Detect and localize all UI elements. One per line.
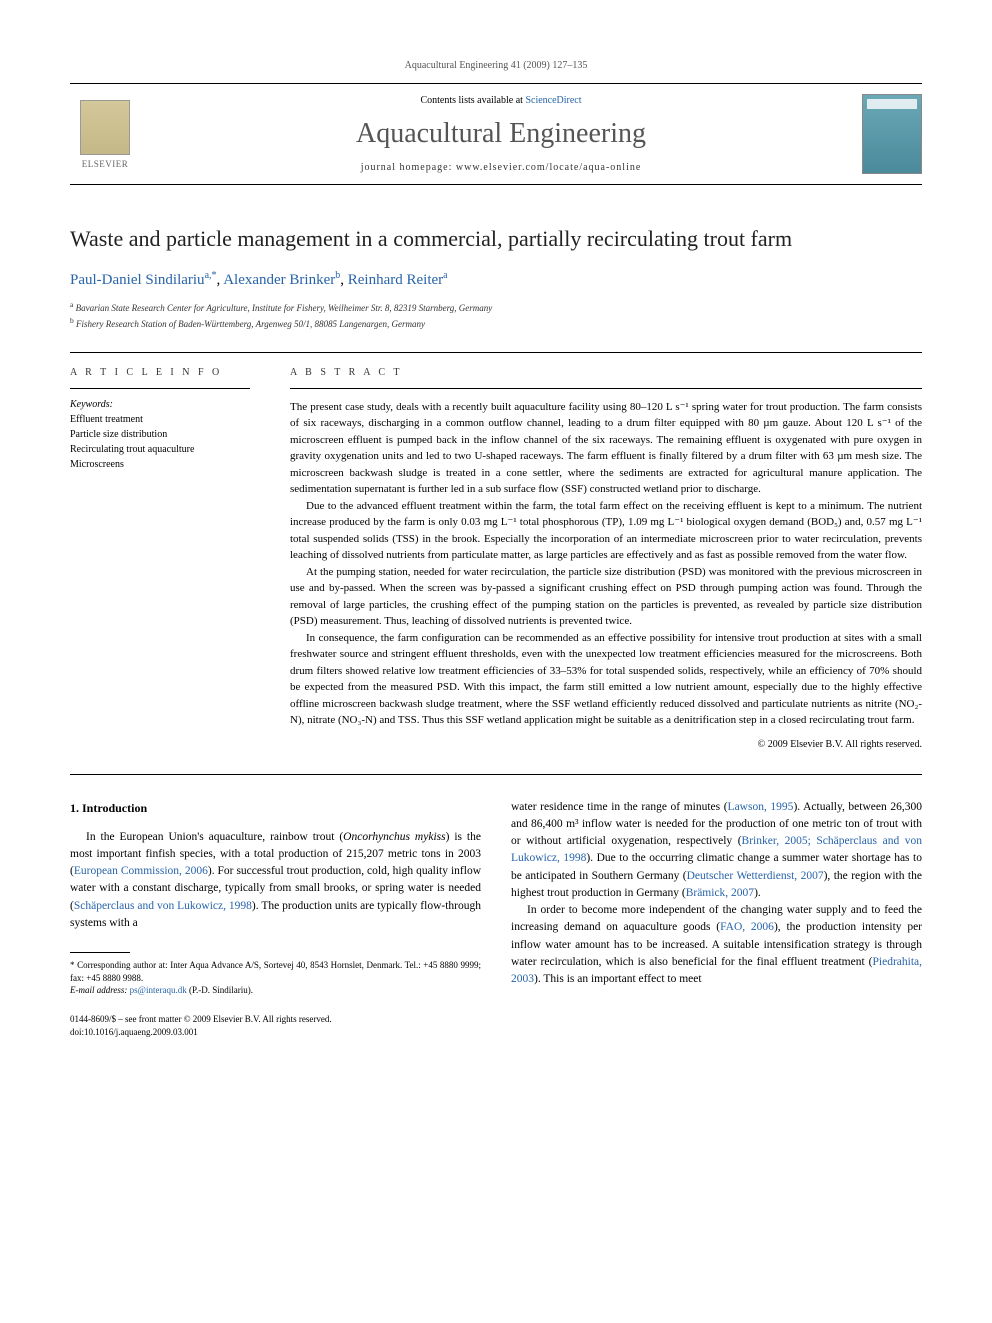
author-link[interactable]: Reinhard Reiter	[348, 272, 443, 288]
divider	[290, 388, 922, 389]
article-info-block: A R T I C L E I N F O Keywords: Effluent…	[70, 367, 250, 750]
abstract-text: The present case study, deals with a rec…	[290, 399, 922, 729]
keywords-list: Effluent treatment Particle size distrib…	[70, 412, 250, 472]
journal-title: Aquacultural Engineering	[140, 118, 862, 150]
keyword-item: Recirculating trout aquaculture	[70, 442, 250, 457]
author-affil-mark: a,*	[205, 270, 217, 281]
section-heading: 1. Introduction	[70, 799, 481, 817]
front-matter-line: 0144-8609/$ – see front matter © 2009 El…	[70, 1013, 481, 1027]
column-right: water residence time in the range of min…	[511, 799, 922, 1040]
homepage-prefix: journal homepage:	[361, 162, 456, 173]
abstract-heading: A B S T R A C T	[290, 367, 922, 378]
keyword-item: Effluent treatment	[70, 412, 250, 427]
keyword-item: Microscreens	[70, 457, 250, 472]
footnote-separator	[70, 952, 130, 953]
publisher-logo: ELSEVIER	[70, 94, 140, 174]
body-columns: 1. Introduction In the European Union's …	[70, 799, 922, 1040]
abstract-copyright: © 2009 Elsevier B.V. All rights reserved…	[290, 739, 922, 750]
email-suffix: (P.-D. Sindilariu).	[187, 985, 253, 995]
footnote-text: * Corresponding author at: Inter Aqua Ad…	[70, 959, 481, 984]
author-link[interactable]: Paul-Daniel Sindilariu	[70, 272, 205, 288]
citation-link[interactable]: Lawson, 1995	[728, 801, 794, 813]
species-name: Oncorhynchus mykiss	[343, 831, 445, 843]
abstract-block: A B S T R A C T The present case study, …	[290, 367, 922, 750]
abstract-paragraph: Due to the advanced effluent treatment w…	[290, 498, 922, 564]
doi-block: 0144-8609/$ – see front matter © 2009 El…	[70, 1013, 481, 1040]
footnote-email-line: E-mail address: ps@interaqu.dk (P.-D. Si…	[70, 984, 481, 997]
author-affil-mark: b	[335, 270, 340, 281]
citation-link[interactable]: Schäperclaus and von Lukowicz, 1998	[74, 900, 252, 912]
divider	[70, 774, 922, 775]
contents-prefix: Contents lists available at	[420, 95, 525, 106]
page-container: Aquacultural Engineering 41 (2009) 127–1…	[0, 0, 992, 1080]
corresponding-author-footnote: * Corresponding author at: Inter Aqua Ad…	[70, 959, 481, 997]
affil-text: Fishery Research Station of Baden-Württe…	[76, 319, 425, 329]
citation-link[interactable]: Brämick, 2007	[686, 887, 754, 899]
divider	[70, 388, 250, 389]
divider	[70, 352, 922, 353]
text-run: In the European Union's aquaculture, rai…	[86, 831, 343, 843]
journal-homepage-line: journal homepage: www.elsevier.com/locat…	[140, 162, 862, 173]
authors-line: Paul-Daniel Sindilariua,*, Alexander Bri…	[70, 270, 922, 289]
journal-cover-thumbnail	[862, 94, 922, 174]
text-run: ). This is an important effect to meet	[534, 973, 702, 985]
affil-mark: a	[70, 300, 73, 309]
affiliation-line: b Fishery Research Station of Baden-Würt…	[70, 315, 922, 332]
citation-link[interactable]: FAO, 2006	[720, 921, 774, 933]
contents-available-line: Contents lists available at ScienceDirec…	[140, 95, 862, 106]
body-paragraph: In the European Union's aquaculture, rai…	[70, 829, 481, 933]
abstract-paragraph: At the pumping station, needed for water…	[290, 564, 922, 630]
text-run: ).	[754, 887, 761, 899]
citation-link[interactable]: European Commission, 2006	[74, 865, 208, 877]
email-link[interactable]: ps@interaqu.dk	[130, 985, 187, 995]
affiliations-block: a Bavarian State Research Center for Agr…	[70, 299, 922, 332]
keywords-label: Keywords:	[70, 399, 250, 410]
text-run: water residence time in the range of min…	[511, 801, 728, 813]
author-affil-mark: a	[443, 270, 447, 281]
article-info-heading: A R T I C L E I N F O	[70, 367, 250, 378]
affil-text: Bavarian State Research Center for Agric…	[76, 303, 493, 313]
homepage-url: www.elsevier.com/locate/aqua-online	[456, 162, 641, 173]
publisher-name: ELSEVIER	[82, 159, 129, 169]
affil-mark: b	[70, 316, 74, 325]
running-header: Aquacultural Engineering 41 (2009) 127–1…	[70, 60, 922, 71]
email-label: E-mail address:	[70, 985, 130, 995]
sciencedirect-link[interactable]: ScienceDirect	[525, 95, 581, 106]
body-paragraph: In order to become more independent of t…	[511, 902, 922, 988]
doi-text: doi:10.1016/j.aquaeng.2009.03.001	[70, 1026, 481, 1040]
banner-center: Contents lists available at ScienceDirec…	[140, 95, 862, 173]
abstract-paragraph: In consequence, the farm configuration c…	[290, 630, 922, 729]
abstract-paragraph: The present case study, deals with a rec…	[290, 399, 922, 498]
citation-link[interactable]: Deutscher Wetterdienst, 2007	[687, 870, 824, 882]
article-title: Waste and particle management in a comme…	[70, 225, 922, 254]
journal-banner: ELSEVIER Contents lists available at Sci…	[70, 83, 922, 185]
column-left: 1. Introduction In the European Union's …	[70, 799, 481, 1040]
body-paragraph: water residence time in the range of min…	[511, 799, 922, 903]
elsevier-tree-icon	[80, 100, 130, 155]
keyword-item: Particle size distribution	[70, 427, 250, 442]
info-abstract-row: A R T I C L E I N F O Keywords: Effluent…	[70, 367, 922, 750]
author-link[interactable]: Alexander Brinker	[223, 272, 335, 288]
affiliation-line: a Bavarian State Research Center for Agr…	[70, 299, 922, 316]
